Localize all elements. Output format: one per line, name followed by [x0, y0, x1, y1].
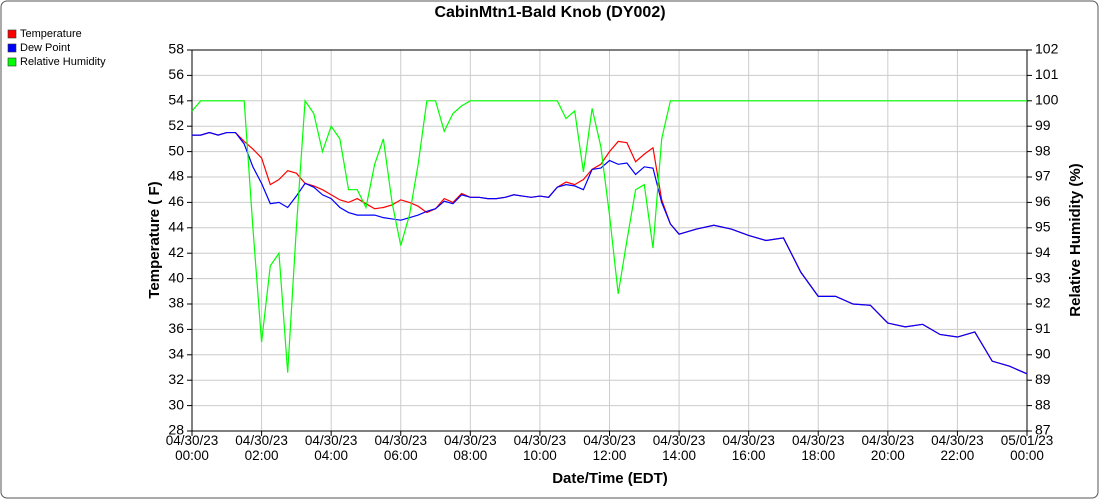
y2-tick-label: 100 [1035, 92, 1059, 108]
y-tick-label: 48 [168, 168, 184, 184]
y2-tick-label: 95 [1035, 219, 1051, 235]
y-tick-label: 28 [168, 422, 184, 438]
y2-tick-label: 87 [1035, 422, 1051, 438]
y2-tick-label: 101 [1035, 66, 1059, 82]
y2-tick-label: 99 [1035, 117, 1051, 133]
x-tick-label: 04/30/23 16:00 [722, 433, 775, 463]
legend-swatch [7, 57, 17, 67]
y2-tick-label: 90 [1035, 346, 1051, 362]
x-tick-label: 04/30/23 00:00 [165, 433, 219, 463]
y-tick-label: 58 [168, 41, 184, 57]
y2-tick-label: 102 [1035, 41, 1059, 57]
x-tick-label: 04/30/23 08:00 [444, 433, 497, 463]
legend-swatch [7, 29, 17, 39]
series-line [191, 99, 1027, 373]
y2-tick-label: 88 [1035, 396, 1051, 412]
x-tick-label: 04/30/23 12:00 [583, 433, 636, 463]
legend-label: Relative Humidity [20, 56, 106, 68]
y-tick-label: 44 [168, 219, 184, 235]
legend-label: Temperature [20, 28, 82, 40]
x-tick-label: 04/30/23 02:00 [235, 433, 288, 463]
y-tick-label: 42 [168, 244, 184, 260]
y-tick-label: 32 [168, 371, 184, 387]
legend-label: Dew Point [20, 42, 70, 54]
y-tick-label: 52 [168, 117, 184, 133]
grid [191, 49, 1028, 432]
series-line [192, 131, 1028, 375]
y-tick-label: 54 [168, 92, 184, 108]
x-tick-label: 04/30/23 18:00 [791, 433, 845, 463]
legend-swatch [7, 43, 17, 53]
y2-tick-label: 91 [1035, 320, 1051, 336]
y-tick-label: 56 [168, 66, 184, 82]
y2-tick-label: 98 [1035, 142, 1051, 158]
y2-tick-label: 92 [1035, 295, 1051, 311]
y2-tick-label: 89 [1035, 371, 1051, 387]
x-tick-label: 04/30/23 06:00 [374, 433, 428, 463]
x-tick-label: 04/30/23 10:00 [513, 433, 567, 463]
y-tick-label: 40 [168, 269, 184, 285]
y-tick-label: 38 [168, 295, 184, 311]
y-tick-label: 30 [168, 396, 184, 412]
x-tick-label: 04/30/23 04:00 [304, 433, 358, 463]
y-axis-label: Temperature ( F) [146, 181, 163, 298]
y-tick-label: 50 [168, 142, 184, 158]
x-tick-label: 04/30/23 14:00 [652, 433, 706, 463]
y2-axis-label: Relative Humidity (%) [1067, 163, 1084, 316]
y2-tick-label: 97 [1035, 168, 1051, 184]
y2-tick-label: 96 [1035, 193, 1051, 209]
y2-tick-label: 94 [1035, 244, 1051, 260]
x-tick-label: 04/30/23 20:00 [861, 433, 915, 463]
y-tick-label: 46 [168, 193, 184, 209]
x-tick-label: 04/30/23 22:00 [931, 433, 984, 463]
chart-title: CabinMtn1-Bald Knob (DY002) [434, 4, 665, 21]
y2-tick-label: 93 [1035, 269, 1051, 285]
x-tick-label: 05/01/23 00:00 [1000, 433, 1054, 463]
x-axis-label: Date/Time (EDT) [552, 470, 668, 487]
y-tick-label: 36 [168, 320, 184, 336]
plot-border [191, 49, 1028, 432]
y-tick-label: 34 [168, 346, 184, 362]
